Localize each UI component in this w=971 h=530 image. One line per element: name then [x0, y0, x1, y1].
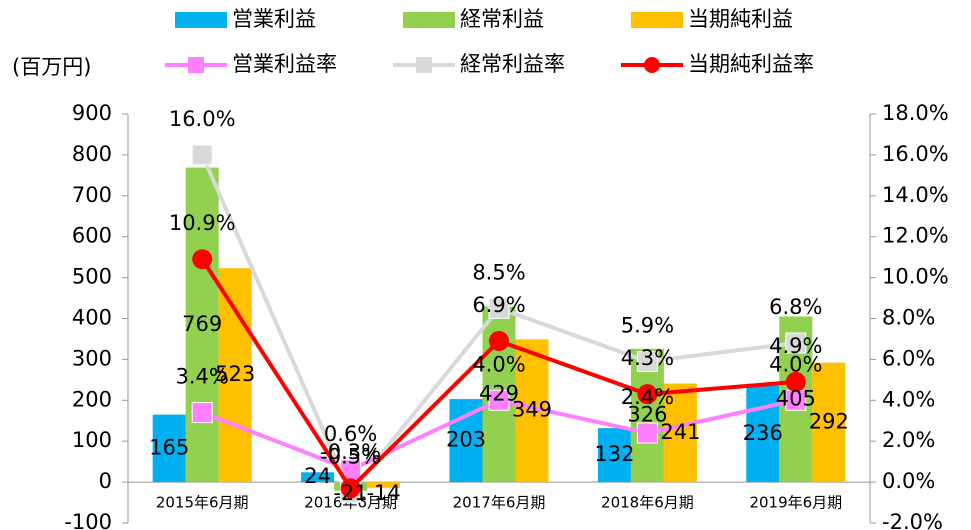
line-label: -0.3% [320, 440, 381, 464]
marker [785, 371, 806, 392]
line-label: 4.0% [472, 352, 525, 376]
y-tick-label: 600 [72, 224, 112, 248]
bar-label: 236 [743, 421, 783, 445]
x-tick-label: 2015年6月期 [156, 494, 249, 512]
y2-tick-label: 8.0% [882, 306, 935, 330]
y-tick-label: 300 [72, 346, 112, 370]
x-tick-label: 2017年6月期 [453, 494, 546, 512]
line-label: 5.9% [621, 313, 674, 337]
y2-tick-label: 6.0% [882, 346, 935, 370]
line-label: 6.9% [472, 293, 525, 317]
marker [785, 332, 807, 354]
y2-tick-label: -2.0% [882, 510, 943, 530]
bar [301, 472, 335, 483]
legend-label: 当期純利益率 [688, 52, 814, 76]
legend-swatch [175, 12, 227, 28]
bar [218, 268, 252, 483]
bar [663, 383, 697, 483]
bar [597, 428, 631, 483]
line-label: 10.9% [169, 211, 236, 235]
bar [449, 399, 483, 483]
y2-tick-label: 0.0% [882, 469, 935, 493]
marker [637, 384, 658, 405]
bar-label: 523 [215, 362, 255, 386]
bar-label: -14 [366, 481, 400, 505]
x-tick-label: 2018年6月期 [601, 494, 694, 512]
x-tick-label: 2019年6月期 [749, 494, 842, 512]
legend-label: 経常利益 [460, 7, 544, 31]
y2-tick-label: 2.0% [882, 428, 935, 452]
line-label: 6.8% [769, 295, 822, 319]
line-label: 0.6% [324, 422, 377, 446]
y2-tick-label: 16.0% [882, 142, 949, 166]
marker [489, 330, 509, 351]
bar [367, 482, 401, 488]
legend-marker [416, 57, 432, 73]
y-tick-label: -100 [64, 510, 112, 530]
y-tick-label: 100 [72, 428, 112, 452]
line-label: 3.4% [176, 365, 229, 389]
line-label: -0.5% [320, 444, 381, 468]
legend-swatch [403, 12, 455, 28]
y-tick-label: 0 [99, 469, 112, 493]
y2-tick-label: 12.0% [882, 224, 949, 248]
marker [340, 478, 361, 499]
line-label: 2.4% [621, 385, 674, 409]
legend-swatch [631, 12, 683, 28]
marker [488, 297, 510, 319]
marker [192, 249, 213, 270]
line-label: 4.0% [769, 352, 822, 376]
bar [746, 385, 780, 483]
bar-label: 24 [304, 464, 331, 488]
bar [185, 167, 219, 483]
marker [636, 350, 658, 372]
y-tick-label: 200 [72, 387, 112, 411]
line-label: 8.5% [472, 260, 525, 284]
y-tick-label: 900 [72, 101, 112, 125]
bar [812, 362, 846, 483]
bar-label: 241 [660, 420, 700, 444]
legend-label: 経常利益率 [460, 52, 565, 76]
line-label: 4.9% [769, 334, 822, 358]
bar-label: 132 [594, 442, 634, 466]
y-tick-label: 400 [72, 306, 112, 330]
line-label: 16.0% [169, 107, 236, 131]
y2-tick-label: 18.0% [882, 101, 949, 125]
bar [152, 414, 186, 483]
y2-tick-label: 4.0% [882, 387, 935, 411]
bar-label: 203 [446, 428, 486, 452]
bar-label: -21 [333, 481, 367, 505]
y2-tick-label: 14.0% [882, 183, 949, 207]
marker [191, 402, 213, 424]
legend-label: 営業利益率 [232, 52, 337, 76]
legend-marker [644, 57, 660, 73]
y-tick-label: 800 [72, 142, 112, 166]
y-tick-label: 700 [72, 183, 112, 207]
legend-marker [188, 57, 204, 73]
bar-label: 429 [479, 381, 519, 405]
y-tick-label: 500 [72, 265, 112, 289]
marker [488, 389, 510, 411]
bar-label: 769 [182, 312, 222, 336]
bar-label: 349 [512, 398, 552, 422]
bar-label: 292 [809, 409, 849, 433]
bar-label: 326 [627, 402, 667, 426]
marker [636, 422, 658, 444]
legend-label: 営業利益 [232, 7, 316, 31]
marker [191, 144, 213, 166]
unit-label: (百万円) [12, 55, 91, 79]
bar-label: 405 [776, 386, 816, 410]
y2-tick-label: 10.0% [882, 265, 949, 289]
bar-label: 165 [149, 435, 189, 459]
legend-label: 当期純利益 [688, 7, 793, 31]
line-label: 4.3% [621, 346, 674, 370]
